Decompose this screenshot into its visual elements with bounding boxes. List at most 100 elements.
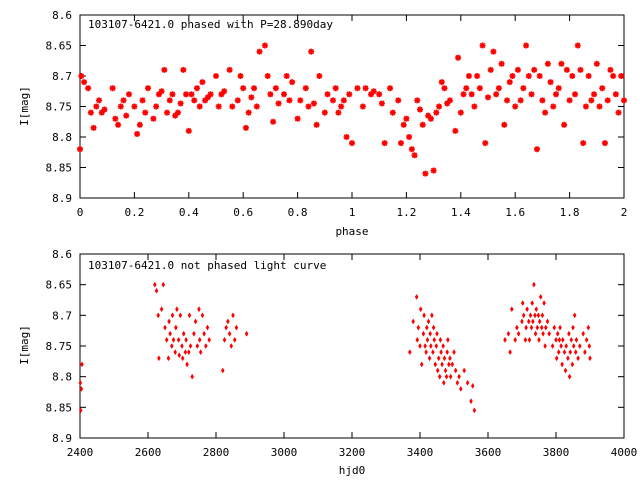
phased-data-point-core	[519, 99, 523, 102]
phased-data-point-core	[298, 99, 302, 102]
unphased-data-point	[435, 367, 440, 374]
phased-data-point-core	[565, 68, 569, 72]
phased-data-point-core	[78, 147, 82, 151]
unphased-data-point	[562, 349, 567, 356]
phased-data-point-core	[331, 99, 335, 102]
unphased-data-point	[184, 336, 188, 343]
phased-data-point-core	[489, 68, 493, 72]
unphased-data-point	[521, 312, 526, 319]
phased-data-point-core	[162, 68, 166, 72]
unphased-data-point	[453, 367, 458, 374]
unphased-data-point	[224, 324, 228, 331]
unphased-data-point	[434, 343, 439, 349]
phased-data-point-core	[557, 86, 561, 90]
unphased-data-point	[421, 330, 426, 337]
phased-y-tick-label: 8.65	[46, 40, 73, 53]
phased-data-point-core	[421, 123, 425, 127]
unphased-data-point	[429, 343, 433, 349]
unphased-data-point	[444, 373, 449, 380]
unphased-data-point	[538, 293, 543, 300]
phased-data-point-core	[513, 105, 517, 108]
phased-data-point-core	[116, 123, 120, 127]
unphased-data-point	[173, 349, 177, 356]
unphased-data-point	[430, 312, 434, 319]
phased-data-point-core	[391, 111, 395, 114]
unphased-data-point	[408, 349, 412, 356]
unphased-x-tick-label: 3000	[271, 446, 298, 459]
phased-data-point-core	[277, 102, 280, 105]
phased-x-tick-label: 1.8	[560, 206, 580, 219]
phased-data-point-core	[133, 105, 136, 108]
phased-y-tick-label: 8.7	[52, 70, 72, 83]
unphased-data-point	[534, 306, 539, 313]
phased-data-point-core	[345, 135, 348, 139]
unphased-x-tick-label: 3200	[339, 446, 366, 459]
phased-data-point-core	[516, 68, 520, 72]
unphased-data-point	[576, 355, 580, 362]
unphased-data-point	[156, 312, 160, 319]
unphased-data-point	[558, 324, 562, 331]
phased-data-point-core	[239, 74, 242, 78]
phased-data-point-core	[527, 74, 531, 78]
phased-data-point-core	[334, 86, 338, 90]
phased-data-point-core	[307, 105, 310, 108]
phased-y-tick-label: 8.6	[52, 9, 72, 22]
phased-data-point-core	[551, 105, 555, 108]
unphased-data-point	[423, 343, 427, 349]
phased-data-point-core	[541, 99, 544, 102]
phased-data-point-core	[241, 86, 245, 90]
phased-data-point-core	[377, 92, 381, 96]
phased-data-point-core	[201, 80, 204, 84]
unphased-data-point	[532, 281, 536, 288]
phased-data-point-core	[113, 117, 117, 121]
phased-data-point-core	[154, 105, 158, 108]
phased-data-point-core	[437, 105, 441, 108]
phased-data-point-core	[258, 50, 261, 53]
phased-data-point-core	[617, 111, 620, 114]
phased-data-point-core	[603, 141, 607, 145]
unphased-data-point	[171, 336, 176, 343]
unphased-data-point	[433, 361, 438, 368]
phased-data-point-core	[505, 99, 509, 102]
phased-data-point-core	[143, 111, 147, 114]
phased-data-point-core	[592, 92, 596, 96]
unphased-chart-panel: 103107-6421.0 not phased light curve hjd…	[18, 248, 637, 477]
unphased-x-axis-label: hjd0	[339, 464, 366, 477]
phased-data-point-core	[274, 86, 278, 90]
phased-data-point-core	[364, 86, 367, 90]
unphased-data-point	[157, 355, 161, 362]
unphased-data-point	[559, 343, 563, 349]
phased-data-point-core	[247, 111, 251, 114]
unphased-data-point	[441, 343, 445, 349]
unphased-data-point	[445, 349, 449, 356]
phased-data-point-core	[581, 141, 585, 145]
phased-data-point-core	[587, 74, 591, 78]
unphased-data-point	[515, 324, 519, 331]
unphased-data-point	[527, 318, 531, 325]
phased-data-point-core	[456, 56, 460, 60]
phased-data-point-core	[467, 74, 471, 78]
phased-x-tick-label: 1	[349, 206, 356, 219]
unphased-data-point	[195, 343, 200, 349]
unphased-data-point	[506, 330, 511, 337]
unphased-data-point	[459, 385, 463, 392]
phased-data-point-core	[138, 123, 142, 127]
unphased-data-point	[537, 318, 542, 325]
unphased-data-point	[557, 336, 562, 343]
phased-data-point-core	[543, 111, 547, 114]
phased-data-point-core	[187, 129, 191, 133]
phased-data-point-core	[192, 99, 196, 102]
phased-data-point-core	[184, 92, 188, 96]
phased-data-point-core	[171, 92, 174, 96]
phased-data-point-core	[486, 95, 490, 99]
unphased-x-tick-label: 3600	[475, 446, 502, 459]
phased-data-point-core	[511, 74, 514, 78]
phased-data-point-core	[97, 99, 101, 102]
phased-data-point-core	[350, 141, 354, 145]
unphased-data-point	[447, 361, 451, 368]
unphased-data-point	[415, 336, 420, 343]
unphased-data-point	[166, 355, 171, 362]
phased-data-point-core	[342, 99, 346, 102]
phased-data-point-core	[339, 105, 343, 108]
unphased-data-point	[455, 379, 460, 386]
